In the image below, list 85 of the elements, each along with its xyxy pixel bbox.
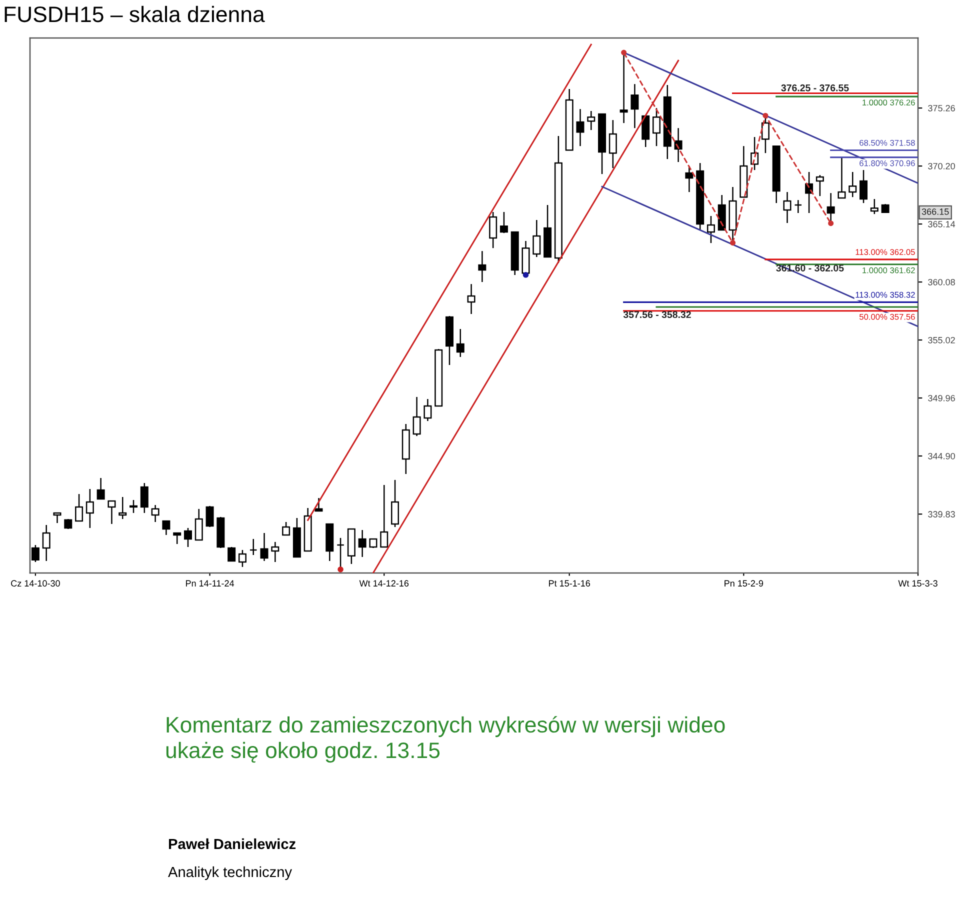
- candlestick: [206, 505, 214, 528]
- candlestick: [108, 500, 116, 525]
- candlestick: [848, 171, 857, 198]
- point: [338, 566, 344, 572]
- candlestick: [391, 479, 400, 528]
- y-tick-label: 370.20: [928, 162, 955, 170]
- candlestick: [173, 532, 182, 545]
- series-label: 1.0000 361.62: [862, 267, 915, 274]
- candlestick: [358, 529, 366, 558]
- point: [762, 112, 768, 118]
- candlestick: [151, 504, 160, 523]
- y-tick-label: 375.26: [928, 104, 955, 112]
- candlestick: [587, 110, 596, 131]
- candlestick: [816, 174, 824, 197]
- candlestick: [456, 328, 464, 358]
- candlestick: [532, 219, 541, 258]
- candlestick: [489, 211, 498, 249]
- series-label: 50.00% 357.56: [859, 314, 915, 320]
- x-tick-label: Wt 14-12-16: [359, 580, 409, 587]
- candlestick: [118, 496, 127, 520]
- point: [522, 272, 529, 278]
- x-tick-label: Pn 14-11-24: [186, 580, 234, 586]
- candlestick: [706, 215, 715, 244]
- series-label: 61.80% 370.96: [860, 160, 915, 166]
- candlestick: [194, 508, 203, 541]
- candlestick: [652, 107, 661, 147]
- candlestick: [86, 488, 94, 529]
- candlestick: [380, 484, 388, 548]
- point: [621, 50, 627, 56]
- candlestick: [184, 527, 192, 548]
- candlestick: [314, 497, 323, 512]
- candlestick: [412, 396, 421, 437]
- y-tick-label: 355.02: [928, 336, 955, 344]
- text: Analityk techniczny: [168, 866, 292, 880]
- candlestick: [424, 398, 432, 422]
- y-tick-label: 344.90: [928, 452, 955, 460]
- candlestick: [870, 198, 878, 215]
- candlestick: [838, 156, 846, 199]
- candlestick: [282, 521, 290, 536]
- x-tick-label: Cz 14-10-30: [11, 580, 60, 587]
- candlestick: [271, 541, 280, 563]
- candlestick: [228, 546, 236, 562]
- candlestick: [64, 518, 72, 530]
- candlestick: [140, 482, 148, 514]
- candlestick: [249, 538, 258, 556]
- candlestick: [130, 499, 138, 514]
- x-tick-label: Pn 15-2-9: [724, 580, 764, 587]
- candlestick: [630, 83, 639, 129]
- series-label: 68.50% 371.58: [860, 140, 915, 146]
- candlestick: [794, 199, 802, 214]
- annotation: 357.56 - 358.32: [623, 311, 691, 318]
- candlestick: [260, 532, 268, 562]
- annotation: 376.25 - 376.55: [781, 84, 849, 92]
- x-tick-label: Pt 15-1-16: [549, 580, 590, 587]
- candlestick: [96, 477, 105, 500]
- candlestick: [162, 520, 170, 536]
- candlestick: [75, 493, 84, 522]
- text: Paweł Danielewicz: [168, 838, 296, 850]
- series-label: 113.00% 358.32: [856, 292, 915, 298]
- candlestick: [860, 169, 868, 204]
- y-tick-label: 349.96: [928, 394, 955, 402]
- candlestick: [576, 108, 584, 147]
- y-tick-label: 360.08: [928, 278, 955, 286]
- candlestick: [238, 549, 246, 568]
- y-tick-label: 339.83: [928, 511, 955, 518]
- candlestick: [467, 283, 476, 315]
- x-tick-label: Wt 15-3-3: [898, 580, 938, 587]
- chart-title: FUSDH15 – skala dzienna: [4, 6, 265, 22]
- candlestick: [53, 512, 62, 524]
- candlestick: [642, 115, 650, 148]
- candlestick: [685, 165, 694, 193]
- series-label: 113.00% 362.05: [856, 249, 915, 255]
- y-tick-label: 365.14: [928, 220, 956, 228]
- candlestick: [31, 544, 40, 563]
- candlestick: [42, 524, 50, 562]
- candlestick: [608, 119, 617, 169]
- point: [828, 220, 834, 226]
- candlestick: [500, 211, 508, 234]
- annotation: 366.15: [922, 208, 949, 215]
- candlestick: [783, 191, 792, 224]
- candlestick: [478, 250, 486, 283]
- point: [730, 240, 736, 246]
- candlestick: [369, 538, 378, 549]
- series-label: 1.0000 376.26: [862, 100, 915, 106]
- text: Komentarz do zamieszczonych wykresów w wersji wideo ukaże się około godz. 13.15: [166, 716, 725, 763]
